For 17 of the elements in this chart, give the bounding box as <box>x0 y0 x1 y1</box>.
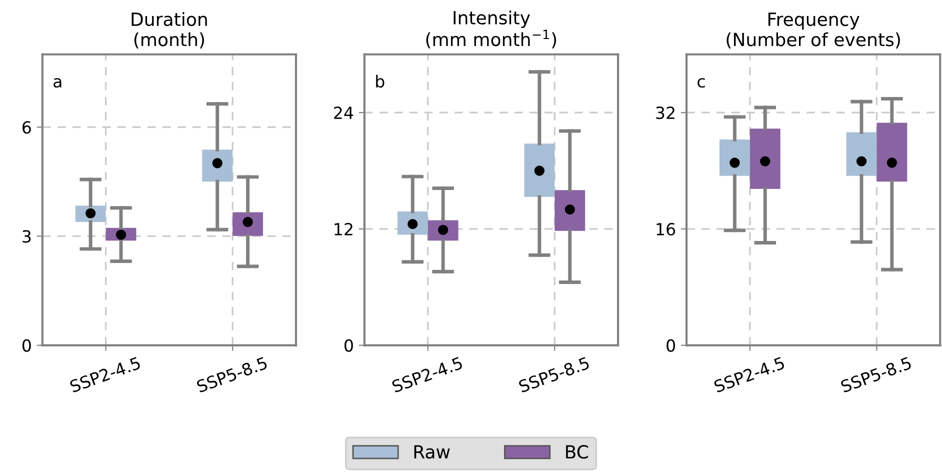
y-tick-label: 16 <box>656 222 676 236</box>
y-tick-label: 32 <box>656 106 674 120</box>
legend-label: Raw <box>414 445 450 459</box>
annotation: b <box>376 74 384 88</box>
legend-label: BC <box>566 445 588 459</box>
y-tick-label: 0 <box>344 339 353 352</box>
y-tick-label: 0 <box>666 339 675 352</box>
chart-title: Frequency (Number of events) <box>726 12 900 48</box>
y-tick-label: 12 <box>334 222 352 236</box>
chart-title: Duration (month) <box>132 12 207 48</box>
annotation: c <box>698 78 705 88</box>
y-tick-label: 3 <box>22 230 31 243</box>
y-tick-label: 24 <box>334 106 354 119</box>
y-tick-label: 0 <box>22 339 31 352</box>
annotation: a <box>54 78 62 88</box>
y-tick-label: 6 <box>22 121 31 134</box>
chart-title: Intensity (mm month$^{−1}$) <box>426 10 556 48</box>
